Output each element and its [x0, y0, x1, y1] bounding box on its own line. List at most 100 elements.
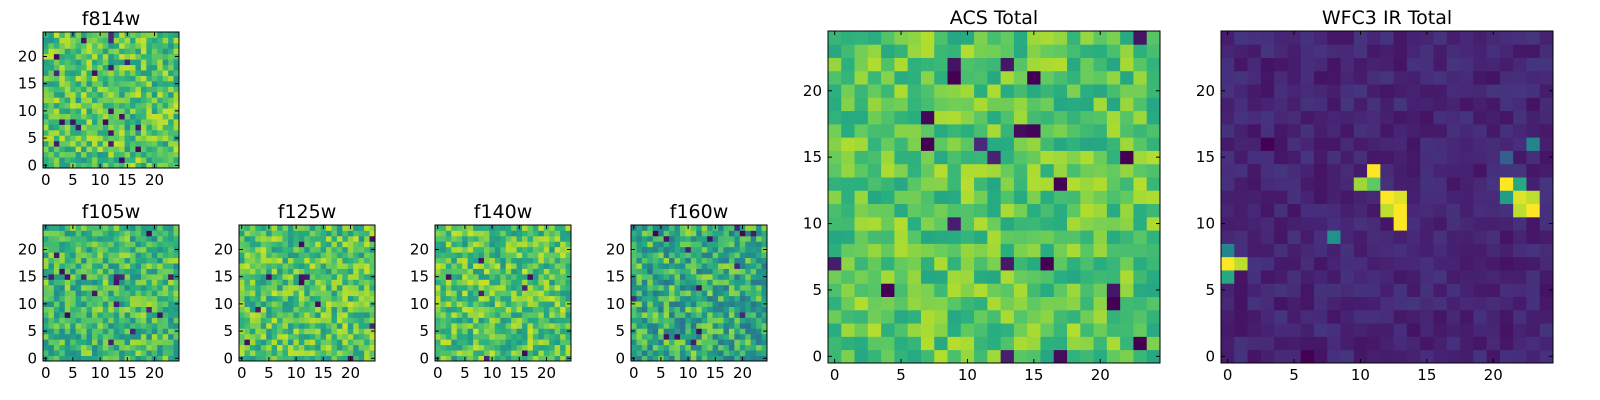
- heatmap-cell: [86, 37, 93, 44]
- heatmap-cell: [641, 273, 648, 280]
- heatmap-cell: [108, 162, 115, 169]
- heatmap-cell: [987, 203, 1002, 218]
- heatmap-cell: [1327, 323, 1341, 337]
- heatmap-cell: [86, 257, 93, 264]
- heatmap-cell: [43, 317, 49, 324]
- heatmap-cell: [1313, 123, 1328, 138]
- heatmap-cell: [1146, 163, 1161, 178]
- heatmap-cell: [309, 252, 316, 259]
- heatmap-cell: [1093, 110, 1108, 125]
- heatmap-cell: [119, 129, 125, 136]
- heatmap-cell: [358, 225, 365, 231]
- heatmap-cell: [734, 263, 741, 269]
- heatmap-cell: [326, 322, 332, 329]
- heatmap-cell: [146, 129, 153, 136]
- heatmap-cell: [723, 273, 730, 280]
- heatmap-cell: [1473, 177, 1487, 191]
- heatmap-cell: [64, 355, 71, 362]
- heatmap-cell: [309, 225, 316, 231]
- y-tick-label: 5: [812, 281, 822, 299]
- heatmap-cell: [934, 296, 948, 311]
- heatmap-cell: [679, 317, 686, 324]
- heatmap-cell: [298, 252, 305, 259]
- heatmap-cell: [641, 317, 648, 324]
- heatmap-cell: [483, 225, 490, 231]
- heatmap-cell: [151, 241, 158, 248]
- heatmap-cell: [467, 230, 474, 237]
- heatmap-cell: [1080, 203, 1094, 218]
- heatmap-cell: [75, 333, 82, 340]
- heatmap-cell: [867, 137, 882, 151]
- heatmap-cell: [162, 53, 169, 60]
- heatmap-cell: [987, 123, 1002, 138]
- heatmap-cell: [113, 290, 120, 297]
- heatmap-cell: [841, 243, 855, 258]
- heatmap-cell: [636, 355, 643, 362]
- heatmap-cell: [81, 151, 87, 158]
- heatmap-cell: [86, 317, 93, 324]
- heatmap-cell: [1499, 177, 1514, 191]
- heatmap-cell: [494, 279, 501, 286]
- heatmap-cell: [173, 113, 180, 120]
- heatmap-cell: [947, 97, 962, 112]
- heatmap-cell: [511, 284, 517, 291]
- heatmap-cell: [162, 317, 169, 324]
- heatmap-cell: [119, 246, 125, 253]
- heatmap-cell: [260, 263, 267, 269]
- heatmap-cell: [669, 312, 675, 318]
- x-tick-label: 20: [1484, 366, 1503, 384]
- heatmap-cell: [70, 230, 77, 237]
- heatmap-cell: [1027, 230, 1041, 244]
- heatmap-cell: [97, 301, 104, 307]
- heatmap-cell: [473, 312, 479, 318]
- heatmap-cell: [745, 355, 752, 362]
- heatmap-cell: [1080, 283, 1094, 297]
- heatmap-cell: [1380, 84, 1395, 98]
- heatmap-cell: [1260, 190, 1275, 205]
- heatmap-cell: [53, 113, 60, 120]
- heatmap-cell: [1247, 323, 1262, 337]
- heatmap-cell: [652, 312, 659, 318]
- heatmap-cell: [282, 279, 289, 286]
- heatmap-cell: [1446, 137, 1461, 151]
- heatmap-cell: [331, 350, 338, 356]
- heatmap-cell: [168, 252, 174, 259]
- heatmap-cell: [728, 317, 735, 324]
- heatmap-cell: [168, 113, 174, 120]
- y-tick-label: 10: [606, 295, 625, 313]
- heatmap-cell: [1367, 110, 1381, 125]
- heatmap-cell: [685, 317, 692, 324]
- heatmap-cell: [304, 268, 311, 275]
- heatmap-cell: [674, 279, 681, 286]
- heatmap-cell: [168, 108, 174, 114]
- heatmap-cell: [560, 279, 566, 286]
- heatmap-cell: [658, 312, 665, 318]
- heatmap-cell: [522, 235, 528, 242]
- heatmap-cell: [97, 328, 104, 335]
- heatmap-cell: [565, 317, 572, 324]
- heatmap-cell: [987, 137, 1002, 151]
- heatmap-cell: [86, 263, 93, 269]
- heatmap-cell: [712, 312, 719, 318]
- heatmap-cell: [750, 257, 757, 264]
- heatmap-cell: [1093, 349, 1108, 364]
- heatmap-cell: [473, 225, 479, 231]
- heatmap-cell: [554, 350, 561, 356]
- heatmap-cell: [1093, 283, 1108, 297]
- heatmap-cell: [854, 137, 869, 151]
- heatmap-cell: [960, 323, 975, 337]
- heatmap-cell: [43, 42, 49, 49]
- heatmap-cell: [173, 317, 180, 324]
- heatmap-cell: [108, 225, 115, 231]
- heatmap-cell: [81, 108, 87, 114]
- heatmap-cell: [108, 64, 115, 71]
- heatmap-cell: [934, 243, 948, 258]
- heatmap-cell: [1340, 84, 1355, 98]
- heatmap-cell: [1146, 31, 1161, 45]
- heatmap-cell: [934, 203, 948, 218]
- heatmap-cell: [1287, 256, 1302, 271]
- heatmap-cell: [135, 151, 142, 158]
- heatmap-cell: [108, 279, 115, 286]
- heatmap-cell: [304, 333, 311, 340]
- heatmap-cell: [532, 235, 539, 242]
